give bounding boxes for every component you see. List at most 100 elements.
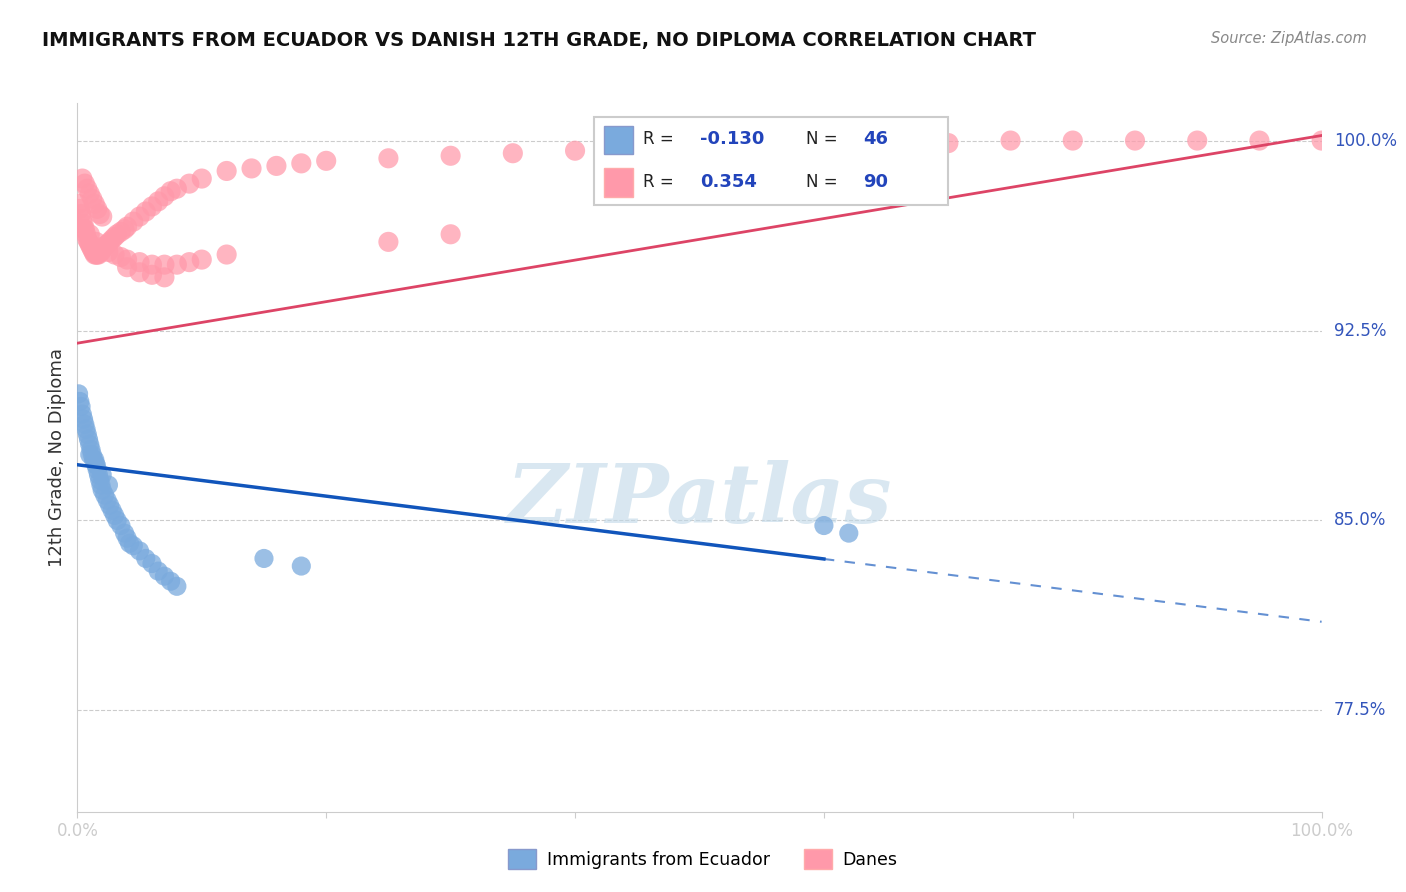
Point: [75, 422, 97, 436]
Point: [689, 141, 711, 155]
Point: [72, 212, 94, 227]
Point: [67, 197, 90, 211]
Point: [1123, 134, 1146, 148]
Point: [87, 467, 110, 482]
Point: [75, 227, 97, 242]
Point: [115, 219, 138, 234]
Text: 77.5%: 77.5%: [1334, 701, 1386, 720]
Point: [97, 478, 120, 492]
Point: [76, 232, 98, 246]
Point: [70, 207, 93, 221]
Point: [77, 433, 100, 447]
Point: [166, 258, 188, 272]
Point: [191, 171, 214, 186]
Point: [67, 387, 90, 401]
Point: [179, 177, 201, 191]
Point: [70, 400, 93, 414]
Point: [96, 237, 118, 252]
Point: [105, 227, 128, 242]
Point: [72, 217, 94, 231]
Text: 100.0%: 100.0%: [1334, 131, 1398, 150]
Point: [82, 243, 104, 257]
Point: [377, 151, 399, 165]
Point: [166, 579, 188, 593]
Legend: Immigrants from Ecuador, Danes: Immigrants from Ecuador, Danes: [502, 842, 904, 876]
Point: [122, 214, 145, 228]
Point: [1310, 134, 1333, 148]
Point: [104, 229, 127, 244]
Point: [141, 268, 163, 282]
Point: [96, 493, 118, 508]
Point: [89, 245, 111, 260]
Point: [128, 210, 150, 224]
Point: [91, 240, 114, 254]
Point: [141, 258, 163, 272]
Point: [159, 574, 181, 589]
Point: [101, 232, 124, 246]
Point: [84, 458, 107, 472]
Point: [73, 417, 96, 432]
Point: [77, 235, 100, 249]
Point: [84, 458, 107, 472]
Point: [440, 227, 463, 242]
Point: [215, 164, 238, 178]
Point: [110, 518, 132, 533]
Point: [502, 146, 524, 161]
Point: [91, 210, 114, 224]
Point: [72, 171, 94, 186]
Point: [91, 243, 114, 257]
Point: [91, 467, 114, 482]
Point: [89, 473, 111, 487]
Point: [1249, 134, 1271, 148]
Point: [83, 197, 105, 211]
Point: [76, 182, 98, 196]
Point: [79, 237, 101, 252]
Point: [73, 222, 96, 236]
Point: [938, 136, 960, 150]
Point: [110, 225, 132, 239]
Point: [101, 503, 124, 517]
Point: [91, 483, 114, 497]
Point: [153, 258, 176, 272]
Point: [166, 182, 188, 196]
Point: [90, 478, 112, 492]
Point: [813, 138, 835, 153]
Point: [104, 508, 127, 523]
Point: [148, 194, 170, 209]
Point: [87, 247, 110, 261]
Text: 92.5%: 92.5%: [1334, 321, 1386, 340]
Point: [83, 452, 105, 467]
Point: [153, 270, 176, 285]
Point: [377, 235, 399, 249]
Point: [114, 526, 136, 541]
Point: [290, 156, 312, 170]
Point: [98, 235, 121, 249]
Point: [97, 245, 120, 260]
Point: [159, 184, 181, 198]
Point: [86, 463, 108, 477]
Point: [73, 177, 96, 191]
Text: IMMIGRANTS FROM ECUADOR VS DANISH 12TH GRADE, NO DIPLOMA CORRELATION CHART: IMMIGRANTS FROM ECUADOR VS DANISH 12TH G…: [42, 31, 1036, 50]
Point: [141, 557, 163, 571]
Point: [115, 260, 138, 275]
Point: [128, 265, 150, 279]
Point: [86, 247, 108, 261]
Y-axis label: 12th Grade, No Diploma: 12th Grade, No Diploma: [48, 348, 66, 566]
Point: [79, 448, 101, 462]
Point: [84, 235, 107, 249]
Point: [179, 255, 201, 269]
Point: [253, 551, 276, 566]
Point: [76, 427, 98, 442]
Point: [751, 138, 773, 153]
Point: [86, 202, 108, 216]
Point: [141, 199, 163, 213]
Point: [72, 412, 94, 426]
Point: [266, 159, 288, 173]
Point: [838, 526, 860, 541]
Point: [80, 240, 103, 254]
Point: [128, 255, 150, 269]
Point: [440, 149, 463, 163]
Point: [153, 189, 176, 203]
Point: [135, 551, 157, 566]
Point: [148, 564, 170, 578]
